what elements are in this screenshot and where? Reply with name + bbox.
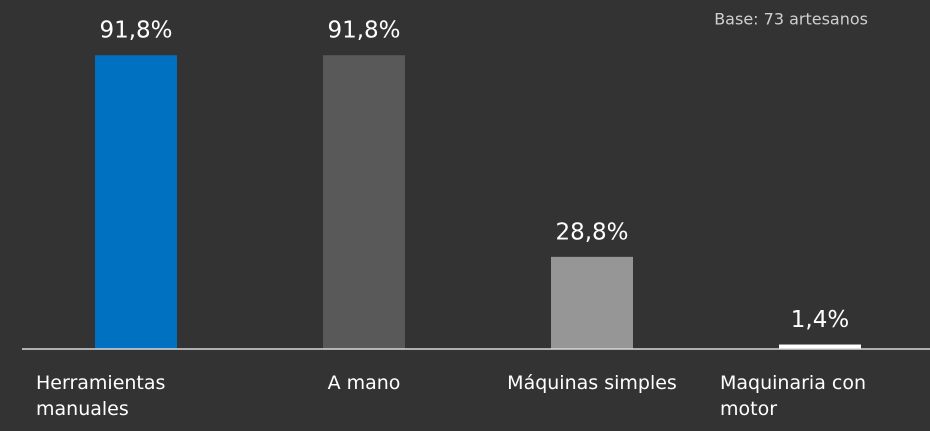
category-text: Máquinas simples	[507, 372, 677, 394]
category-label: Máquinas simples	[478, 370, 706, 396]
value-label: 28,8%	[555, 219, 628, 245]
bar	[95, 55, 177, 350]
bar	[779, 344, 861, 349]
category-text: Herramientas manuales	[36, 372, 166, 420]
category-label: A mano	[250, 370, 478, 396]
category-text: Maquinaria con motor	[720, 372, 866, 420]
annotation: Base: 73 artesanos	[714, 10, 868, 29]
value-label: 91,8%	[99, 18, 172, 44]
category-text: A mano	[327, 372, 401, 394]
bar	[551, 256, 633, 349]
category-label: Herramientas manuales	[22, 370, 250, 422]
bar	[323, 55, 405, 350]
category-label: Maquinaria con motor	[706, 370, 930, 422]
value-label: 1,4%	[791, 307, 849, 333]
value-label: 91,8%	[327, 18, 400, 44]
